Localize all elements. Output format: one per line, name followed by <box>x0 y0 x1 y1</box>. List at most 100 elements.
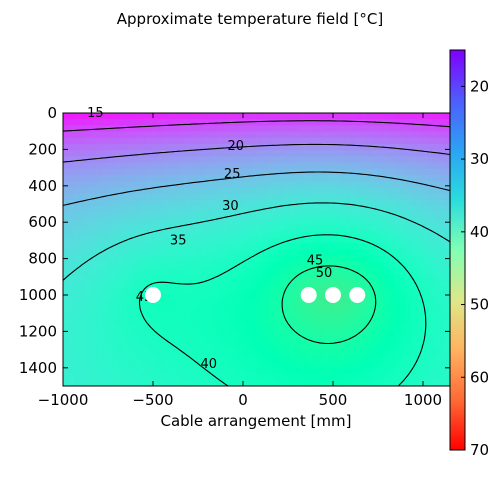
heatmap-cell <box>63 150 70 158</box>
heatmap-cell <box>190 156 197 164</box>
heatmap-cell <box>383 187 390 195</box>
cable-marker <box>145 287 161 303</box>
heatmap-cell <box>179 367 186 375</box>
heatmap-cell <box>311 305 318 313</box>
heatmap-cell <box>289 131 296 139</box>
heatmap-cell <box>438 342 446 350</box>
heatmap-cell <box>250 125 258 133</box>
heatmap-cell <box>223 156 230 164</box>
heatmap-cell <box>361 156 368 164</box>
heatmap-cell <box>85 292 92 300</box>
heatmap-cell <box>433 243 440 251</box>
heatmap-cell <box>140 348 147 356</box>
heatmap-cell <box>123 218 130 226</box>
heatmap-cell <box>151 144 158 151</box>
heatmap-cell <box>389 317 396 325</box>
x-axis-label: Cable arrangement [mm] <box>161 412 352 430</box>
heatmap-cell <box>411 255 418 263</box>
heatmap-cell <box>378 373 385 381</box>
heatmap-cell <box>245 268 252 275</box>
heatmap-cell <box>317 330 324 337</box>
heatmap-cell <box>140 175 147 182</box>
contour-label: 30 <box>222 199 239 214</box>
heatmap-cell <box>278 342 285 350</box>
heatmap-cell <box>184 137 191 145</box>
heatmap-cell <box>228 199 235 207</box>
heatmap-cell <box>356 280 363 288</box>
heatmap-cell <box>234 330 241 337</box>
heatmap-cell <box>372 330 379 337</box>
heatmap-cell <box>300 144 307 151</box>
heatmap-cell <box>96 268 103 275</box>
heatmap-cell <box>140 168 147 176</box>
heatmap-cell <box>262 348 269 356</box>
heatmap-cell <box>433 144 440 151</box>
heatmap-cell <box>118 230 125 238</box>
heatmap-cell <box>101 119 108 126</box>
heatmap-cell <box>195 292 202 300</box>
heatmap-cell <box>322 249 329 257</box>
heatmap-cell <box>378 230 385 238</box>
heatmap-cell <box>284 150 291 158</box>
heatmap-cell <box>405 187 412 195</box>
heatmap-cell <box>416 131 423 139</box>
heatmap-cell <box>156 299 164 306</box>
heatmap-cell <box>311 230 318 238</box>
heatmap-cell <box>134 187 141 195</box>
heatmap-cell <box>140 206 147 213</box>
heatmap-cell <box>367 131 374 139</box>
heatmap-cell <box>427 113 435 120</box>
heatmap-cell <box>96 137 103 145</box>
heatmap-cell <box>306 249 313 257</box>
heatmap-cell <box>306 342 313 350</box>
heatmap-cell <box>129 150 136 158</box>
heatmap-cell <box>262 336 269 344</box>
heatmap-cell <box>129 323 136 331</box>
heatmap-cell <box>90 361 97 368</box>
heatmap-cell <box>333 212 341 220</box>
heatmap-cell <box>344 119 352 126</box>
heatmap-cell <box>256 342 263 350</box>
heatmap-cell <box>322 379 329 386</box>
heatmap-cell <box>173 119 180 126</box>
heatmap-cell <box>256 125 263 133</box>
heatmap-cell <box>383 367 390 375</box>
heatmap-cell <box>112 150 119 158</box>
heatmap-cell <box>239 330 247 337</box>
heatmap-cell <box>262 206 269 213</box>
heatmap-cell <box>184 274 191 282</box>
heatmap-cell <box>212 336 219 344</box>
heatmap-cell <box>63 156 70 164</box>
heatmap-cell <box>63 280 70 288</box>
heatmap-cell <box>372 280 379 288</box>
heatmap-cell <box>444 354 450 362</box>
heatmap-cell <box>118 199 125 207</box>
heatmap-cell <box>411 336 418 344</box>
heatmap-cell <box>151 156 158 164</box>
heatmap-cell <box>168 311 175 319</box>
heatmap-cell <box>74 187 81 195</box>
heatmap-cell <box>195 199 202 207</box>
heatmap-cell <box>289 299 296 306</box>
heatmap-cell <box>284 292 291 300</box>
heatmap-cell <box>195 193 202 201</box>
heatmap-cell <box>190 162 197 170</box>
heatmap-cell <box>350 113 357 120</box>
heatmap-cell <box>394 348 401 356</box>
heatmap-cell <box>179 311 186 319</box>
heatmap-cell <box>68 212 75 220</box>
heatmap-cell <box>184 373 191 381</box>
heatmap-cell <box>278 150 285 158</box>
heatmap-cell <box>394 199 401 207</box>
heatmap-cell <box>273 336 280 344</box>
heatmap-cell <box>267 137 274 145</box>
heatmap-cell <box>118 379 125 386</box>
heatmap-cell <box>444 292 450 300</box>
heatmap-cell <box>145 199 153 207</box>
heatmap-cell <box>74 243 81 251</box>
heatmap-cell <box>289 144 296 151</box>
heatmap-cell <box>389 150 396 158</box>
heatmap-cell <box>356 230 363 238</box>
heatmap-cell <box>295 323 302 331</box>
heatmap-cell <box>195 137 202 145</box>
